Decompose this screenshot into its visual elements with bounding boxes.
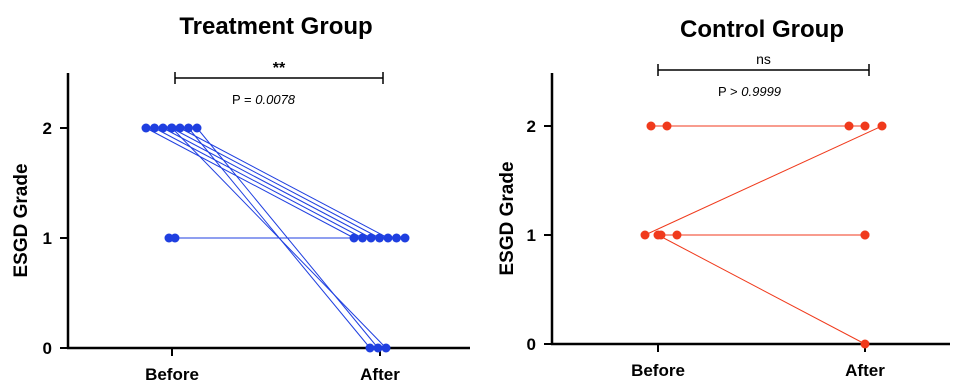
panel-2-before-point — [640, 230, 650, 240]
panel-1-after-point — [373, 343, 383, 353]
panel-1-after-point — [392, 233, 401, 243]
panel-1-before-point — [167, 123, 177, 133]
panel-1-pair-line — [154, 127, 363, 239]
panel-1-p-value-number: 0.0078 — [255, 92, 296, 107]
panel-2-before-point — [672, 230, 682, 240]
panel-1-before-point — [175, 123, 185, 133]
panel-1-pair-line — [171, 127, 380, 239]
panel-1-before-point — [158, 123, 168, 133]
panel-1-after-point — [358, 233, 367, 243]
panel-2-y-tick-label: 2 — [527, 117, 536, 136]
panel-1-before-point — [184, 123, 193, 133]
panel-1-y-tick-label: 1 — [43, 229, 52, 248]
panel-1-after-point — [365, 343, 375, 353]
panel-2-p-value-label: P > 0.9999 — [718, 84, 781, 99]
panel-2-pair-line — [657, 234, 866, 345]
panel-2-y-axis-label: ESGD Grade — [497, 161, 518, 275]
panel-2-before-point — [653, 230, 663, 240]
panel-2-x-tick-label: Before — [631, 361, 685, 380]
panel-1-p-value-label: P = 0.0078 — [232, 92, 296, 107]
panel-1-significance-stars: ** — [273, 60, 286, 77]
panel-2-p-value-number: 0.9999 — [741, 84, 781, 99]
panel-2-after-point — [860, 121, 870, 131]
panel-1-p-value-prefix: P = — [232, 92, 255, 107]
panel-1-before-point — [192, 123, 202, 133]
panel-1-after-point — [375, 233, 384, 243]
panel-1-after-point — [349, 233, 359, 243]
panel-2-pair-line — [644, 125, 883, 236]
panel-2-after-point — [860, 339, 870, 349]
panel-1-before-point — [170, 233, 180, 243]
panel-2-significance-stars: ns — [756, 51, 771, 67]
panel-2-after-point — [844, 121, 854, 131]
panel-2-y-tick-label: 0 — [527, 335, 536, 354]
panel-1-x-tick-label: After — [360, 365, 400, 384]
panel-2-before-point — [662, 121, 672, 131]
panel-1-pair-line — [162, 127, 372, 239]
panel-1-x-tick-label: Before — [145, 365, 199, 384]
panel-2-after-point — [860, 230, 870, 240]
panel-2-y-tick-label: 1 — [527, 226, 536, 245]
panel-1-pair-line — [179, 127, 389, 239]
panel-2-after-point — [877, 121, 887, 131]
panel-1-y-tick-label: 2 — [43, 119, 52, 138]
panel-1-after-point — [381, 343, 391, 353]
panel-1-after-point — [383, 233, 393, 243]
panel-2-title: Control Group — [680, 16, 844, 43]
panel-1-title: Treatment Group — [179, 13, 372, 40]
panel-2-p-value-prefix: P > — [718, 84, 741, 99]
panel-1-after-point — [400, 233, 410, 243]
panel-1-after-point — [366, 233, 376, 243]
panel-1-y-axis-label: ESGD Grade — [11, 163, 32, 277]
panel-2-x-tick-label: After — [845, 361, 885, 380]
panel-2-before-point — [646, 121, 656, 131]
panel-1-y-tick-label: 0 — [43, 339, 52, 358]
panel-1-pair-line — [145, 127, 355, 239]
panel-1-before-point — [150, 123, 159, 133]
panel-1-before-point — [141, 123, 151, 133]
